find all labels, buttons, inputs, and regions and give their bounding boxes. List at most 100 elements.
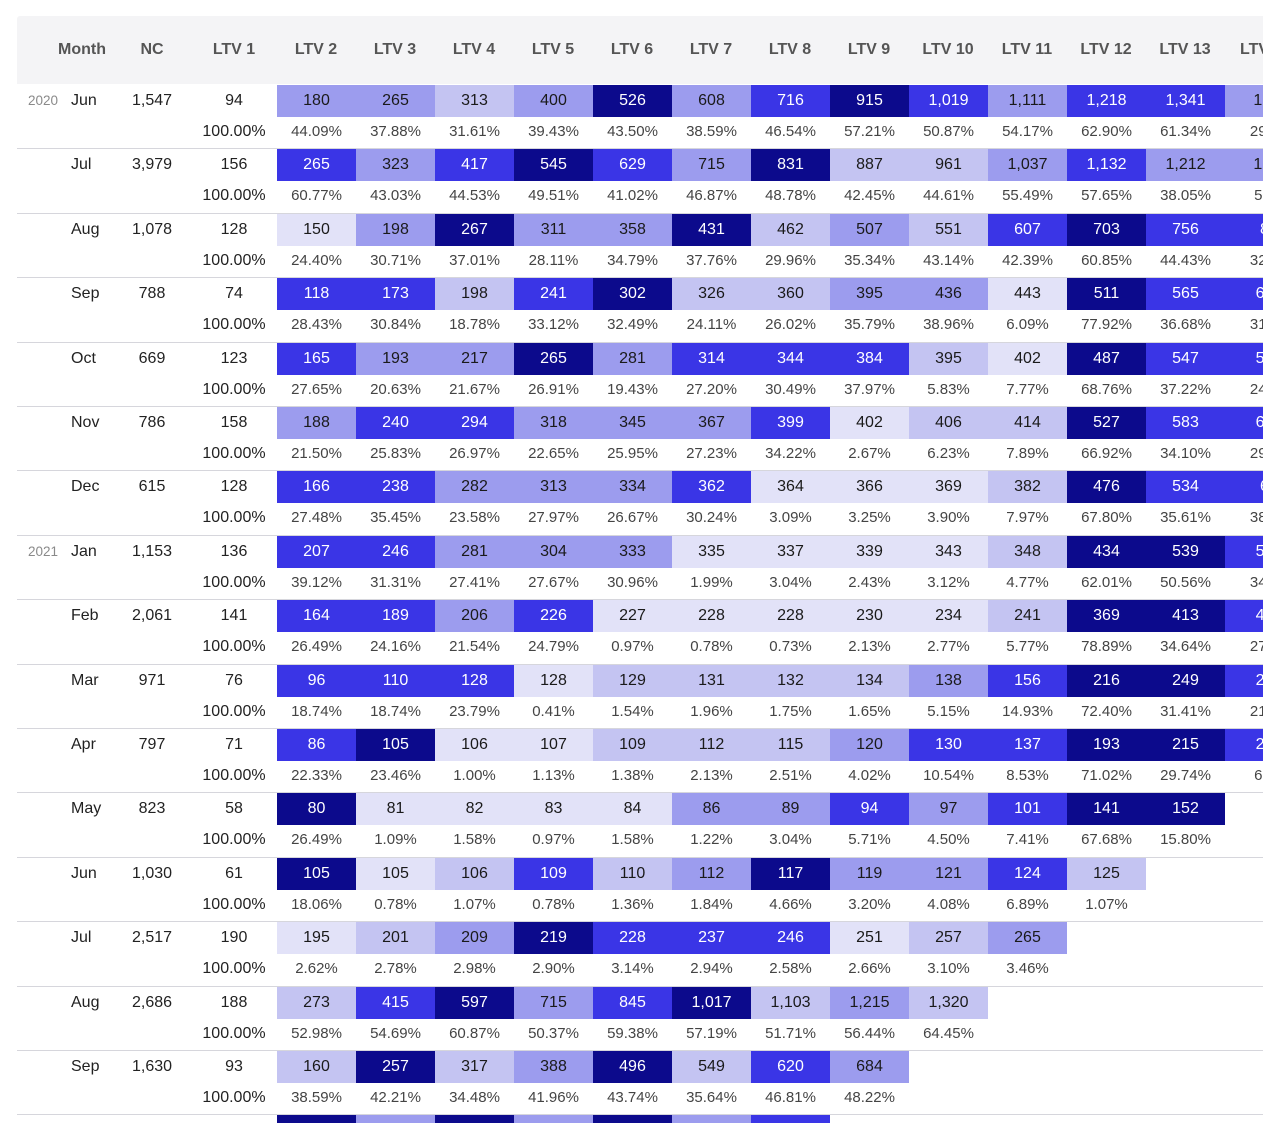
ltv-cell[interactable]: 395 (909, 342, 988, 375)
ltv-cell[interactable]: 1,111 (988, 85, 1067, 117)
ltv-cell[interactable]: 281 (435, 535, 514, 568)
ltv-cell[interactable]: 137 (988, 729, 1067, 761)
ltv-cell[interactable]: 1,218 (1067, 85, 1146, 117)
ltv-cell[interactable]: 138 (909, 664, 988, 697)
ltv-cell[interactable]: 89 (751, 793, 830, 826)
ltv-cell[interactable]: 105 (277, 857, 356, 890)
column-header-ltv-10[interactable]: LTV 10 (922, 41, 974, 58)
ltv-cell[interactable]: 195 (277, 922, 356, 955)
ltv-cell[interactable]: 215 (1146, 729, 1225, 761)
ltv-cell[interactable]: 44 (1225, 600, 1263, 633)
ltv-cell[interactable] (435, 1115, 514, 1123)
ltv-cell[interactable]: 64 (1225, 407, 1263, 439)
ltv-cell[interactable]: 23 (1225, 729, 1263, 761)
ltv-cell[interactable]: 110 (356, 664, 435, 697)
ltv-cell[interactable]: 97 (909, 793, 988, 826)
ltv-cell[interactable]: 125 (1067, 857, 1146, 890)
ltv-cell[interactable]: 369 (909, 471, 988, 504)
ltv-cell[interactable]: 198 (435, 278, 514, 311)
ltv-cell[interactable]: 476 (1067, 471, 1146, 504)
ltv-cell[interactable]: 121 (909, 857, 988, 890)
ltv-cell[interactable]: 388 (514, 1051, 593, 1083)
column-header-ltv-3[interactable]: LTV 3 (373, 41, 417, 58)
ltv-cell[interactable]: 314 (672, 342, 751, 375)
ltv-cell[interactable]: 193 (356, 342, 435, 375)
ltv-cell[interactable]: 362 (672, 471, 751, 504)
column-header-ltv-8[interactable]: LTV 8 (768, 41, 812, 58)
ltv-cell[interactable]: 59 (1225, 535, 1263, 568)
ltv-cell[interactable]: 94 (830, 793, 909, 826)
ltv-cell[interactable]: 551 (909, 213, 988, 246)
ltv-cell[interactable]: 110 (593, 857, 672, 890)
ltv-cell[interactable]: 173 (356, 278, 435, 311)
ltv-cell[interactable]: 234 (909, 600, 988, 633)
ltv-cell[interactable]: 117 (751, 857, 830, 890)
ltv-cell[interactable]: 526 (593, 85, 672, 117)
ltv-cell[interactable]: 273 (277, 986, 356, 1019)
ltv-cell[interactable]: 1,017 (672, 986, 751, 1019)
ltv-cell[interactable]: 198 (356, 213, 435, 246)
ltv-cell[interactable]: 431 (672, 213, 751, 246)
ltv-cell[interactable]: 715 (514, 986, 593, 1019)
ltv-cell[interactable]: 237 (672, 922, 751, 955)
ltv-cell[interactable]: 339 (830, 535, 909, 568)
ltv-cell[interactable]: 831 (751, 149, 830, 182)
ltv-cell[interactable]: 112 (672, 857, 751, 890)
ltv-cell[interactable]: 166 (277, 471, 356, 504)
ltv-cell[interactable]: 188 (277, 407, 356, 439)
column-header-ltv-14[interactable]: LTV 14 (1240, 41, 1263, 58)
ltv-cell[interactable]: 201 (356, 922, 435, 955)
ltv-cell[interactable]: 304 (514, 535, 593, 568)
ltv-cell[interactable]: 1,212 (1146, 149, 1225, 182)
ltv-cell[interactable]: 344 (751, 342, 830, 375)
column-header-ltv-2[interactable]: LTV 2 (294, 41, 338, 58)
ltv-cell[interactable]: 128 (514, 664, 593, 697)
ltv-cell[interactable]: 345 (593, 407, 672, 439)
ltv-cell[interactable]: 294 (435, 407, 514, 439)
ltv-cell[interactable]: 107 (514, 729, 593, 761)
ltv-cell[interactable]: 164 (277, 600, 356, 633)
ltv-cell[interactable]: 358 (593, 213, 672, 246)
column-header-nc[interactable]: NC (140, 41, 164, 58)
ltv-cell[interactable]: 156 (988, 664, 1067, 697)
ltv-cell[interactable]: 246 (751, 922, 830, 955)
ltv-cell[interactable]: 597 (435, 986, 514, 1019)
ltv-cell[interactable]: 119 (830, 857, 909, 890)
ltv-cell[interactable]: 216 (1067, 664, 1146, 697)
ltv-cell[interactable]: 238 (356, 471, 435, 504)
column-header-ltv-5[interactable]: LTV 5 (531, 41, 575, 58)
ltv-cell[interactable]: 703 (1067, 213, 1146, 246)
ltv-cell[interactable]: 337 (751, 535, 830, 568)
ltv-cell[interactable]: 26 (1225, 664, 1263, 697)
ltv-cell[interactable]: 96 (277, 664, 356, 697)
ltv-cell[interactable]: 1,341 (1146, 85, 1225, 117)
ltv-cell[interactable]: 384 (830, 342, 909, 375)
ltv-cell[interactable]: 302 (593, 278, 672, 311)
ltv-cell[interactable]: 267 (435, 213, 514, 246)
ltv-cell[interactable]: 547 (1146, 342, 1225, 375)
ltv-cell[interactable]: 395 (830, 278, 909, 311)
ltv-cell[interactable]: 105 (356, 729, 435, 761)
ltv-cell[interactable]: 81 (356, 793, 435, 826)
ltv-cell[interactable] (277, 1115, 356, 1123)
ltv-cell[interactable]: 413 (1146, 600, 1225, 633)
ltv-cell[interactable]: 549 (672, 1051, 751, 1083)
ltv-cell[interactable]: 527 (1067, 407, 1146, 439)
ltv-cell[interactable]: 241 (514, 278, 593, 311)
ltv-cell[interactable]: 246 (356, 535, 435, 568)
ltv-cell[interactable]: 364 (751, 471, 830, 504)
ltv-cell[interactable] (751, 1115, 830, 1123)
ltv-cell[interactable]: 180 (277, 85, 356, 117)
ltv-cell[interactable]: 417 (435, 149, 514, 182)
ltv-cell[interactable]: 217 (435, 342, 514, 375)
ltv-cell[interactable]: 83 (514, 793, 593, 826)
ltv-cell[interactable]: 228 (751, 600, 830, 633)
ltv-cell[interactable]: 684 (830, 1051, 909, 1083)
ltv-cell[interactable]: 207 (277, 535, 356, 568)
ltv-cell[interactable]: 1,019 (909, 85, 988, 117)
ltv-cell[interactable]: 382 (988, 471, 1067, 504)
ltv-cell[interactable]: 80 (277, 793, 356, 826)
ltv-cell[interactable]: 257 (356, 1051, 435, 1083)
ltv-cell[interactable]: 313 (514, 471, 593, 504)
column-header-ltv-1[interactable]: LTV 1 (212, 41, 256, 58)
